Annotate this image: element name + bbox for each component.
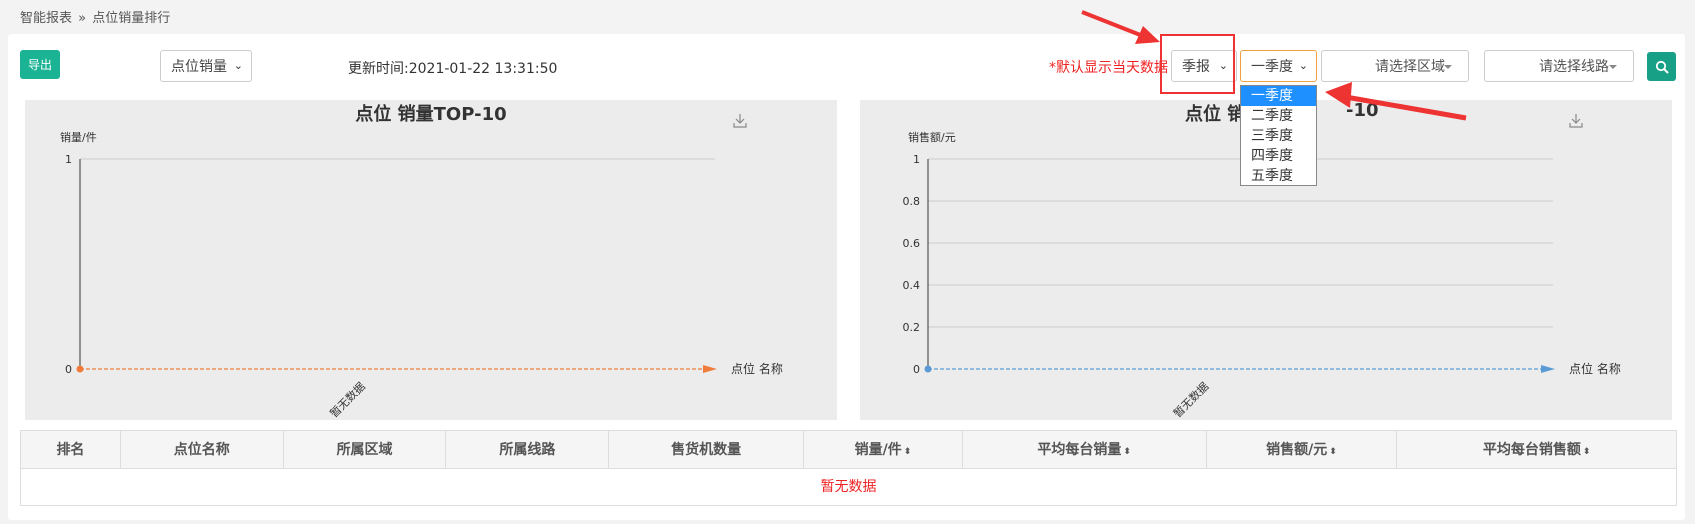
column-header[interactable]: 销量/件 ⬍ (804, 431, 963, 469)
export-button[interactable]: 导出 (20, 50, 60, 79)
column-header[interactable]: 平均每台销售额 ⬍ (1397, 431, 1676, 469)
x-axis-label: 点位 名称 (1569, 361, 1621, 376)
y-tick-label: 1 (913, 153, 920, 166)
sort-icon[interactable]: ⬍ (1329, 447, 1337, 457)
download-icon (735, 118, 745, 124)
download-icon (1569, 123, 1583, 128)
column-header-label: 排名 (56, 442, 85, 458)
breadcrumb-current: 点位销量排行 (92, 11, 171, 26)
x-axis-arrow (1541, 365, 1555, 373)
annotation-arrowhead-2 (1325, 82, 1352, 108)
sort-icon[interactable]: ⬍ (903, 447, 912, 457)
annotation-arrow-1 (1081, 10, 1149, 40)
quarter-select[interactable]: 一季度 ⌄ (1240, 50, 1317, 82)
annotation-arrow-2 (1339, 93, 1467, 121)
period-select[interactable]: 季报 ⌄ (1171, 50, 1237, 82)
y-tick-label: 0 (65, 363, 72, 376)
sort-icon[interactable]: ⬍ (1582, 447, 1591, 457)
area-select-placeholder: 请选择区域 (1375, 59, 1445, 75)
column-header[interactable]: 平均每台销量 ⬍ (963, 431, 1207, 469)
default-data-note: *默认显示当天数据 (1049, 60, 1168, 76)
column-header-label: 点位名称 (173, 442, 230, 458)
chart-title: 点位 销量TOP-10 (355, 104, 507, 125)
ranking-table: 排名 点位名称 所属区域 所属线路 售货机数量 销量/件 ⬍ 平均每台销量 ⬍ 销售额/元 ⬍ 平均每… (20, 430, 1677, 506)
search-button[interactable] (1647, 52, 1676, 81)
column-header-label: 平均每台销售额 (1482, 442, 1581, 458)
y-axis-label: 销售额/元 (908, 130, 956, 144)
x-axis-arrow (703, 365, 717, 373)
update-time: 更新时间:2021-01-22 13:31:50 (348, 61, 558, 77)
column-header-label: 售货机数量 (671, 442, 742, 458)
search-icon (1655, 60, 1668, 73)
data-point (76, 365, 84, 373)
period-select-value: 季报 (1182, 59, 1210, 75)
column-header-label: 销售额/元 (1266, 442, 1328, 458)
y-axis-label: 销量/件 (60, 130, 97, 144)
chevron-down-icon: ⌄ (1218, 59, 1228, 72)
breadcrumb: 智能报表 » 点位销量排行 (20, 7, 172, 26)
column-header-label: 所属线路 (499, 442, 556, 458)
column-header: 所属线路 (446, 431, 610, 469)
quarter-select-value: 一季度 (1251, 59, 1293, 75)
caret-down-icon (1444, 65, 1452, 69)
column-header: 售货机数量 (609, 431, 805, 469)
area-select[interactable]: 请选择区域 (1321, 50, 1469, 82)
column-header[interactable]: 销售额/元 ⬍ (1207, 431, 1398, 469)
chevron-down-icon: ⌄ (233, 59, 243, 72)
annotation-arrowhead-1 (1135, 26, 1160, 44)
caret-down-icon (1609, 65, 1617, 69)
table-empty-message: 暂无数据 (820, 479, 877, 495)
metric-select[interactable]: 点位销量 ⌄ (160, 50, 252, 82)
annotation-highlight-box (1160, 34, 1235, 94)
quarter-option[interactable]: 二季度 (1251, 108, 1293, 124)
quarter-option[interactable]: 三季度 (1251, 128, 1293, 144)
chevron-down-icon: ⌄ (1298, 59, 1308, 72)
data-point (924, 365, 932, 373)
column-header-label: 平均每台销量 (1037, 442, 1122, 458)
y-tick-label: 0.8 (903, 195, 921, 208)
chart-title-tail: -10 (1346, 100, 1379, 121)
y-tick-label: 0 (913, 363, 920, 376)
sort-icon[interactable]: ⬍ (1123, 447, 1131, 457)
column-header: 所属区域 (284, 431, 447, 469)
column-header: 排名 (21, 431, 121, 469)
y-tick-label: 0.4 (903, 279, 921, 292)
chart-title-visible: 点位 销 (1185, 104, 1246, 125)
column-header-label: 销量/件 (854, 442, 902, 458)
download-icon (733, 123, 747, 128)
breadcrumb-root[interactable]: 智能报表 (20, 11, 73, 26)
y-tick-label: 0.6 (903, 237, 921, 250)
download-icon (1571, 118, 1581, 124)
quarter-option[interactable]: 四季度 (1251, 148, 1293, 164)
breadcrumb-separator: » (78, 11, 87, 26)
quarter-option[interactable]: 一季度 (1241, 86, 1316, 106)
metric-select-value: 点位销量 (171, 59, 227, 75)
table-header: 排名 点位名称 所属区域 所属线路 售货机数量 销量/件 ⬍ 平均每台销量 ⬍ 销售额/元 ⬍ 平均每… (21, 431, 1676, 469)
column-header-label: 所属区域 (336, 442, 393, 458)
x-axis-label: 点位 名称 (731, 361, 783, 376)
route-select-placeholder: 请选择线路 (1539, 59, 1609, 75)
column-header: 点位名称 (121, 431, 284, 469)
y-tick-label: 0.2 (903, 321, 921, 334)
y-tick-label: 1 (65, 153, 72, 166)
chart-sales-volume: 0 1 销量/件 点位 名称 暂无数据 点位 销量TOP-10 (25, 100, 837, 420)
quarter-option[interactable]: 五季度 (1251, 168, 1293, 184)
quarter-dropdown-list: 一季度二季度三季度四季度五季度 (1240, 85, 1317, 186)
route-select[interactable]: 请选择线路 (1484, 50, 1634, 82)
